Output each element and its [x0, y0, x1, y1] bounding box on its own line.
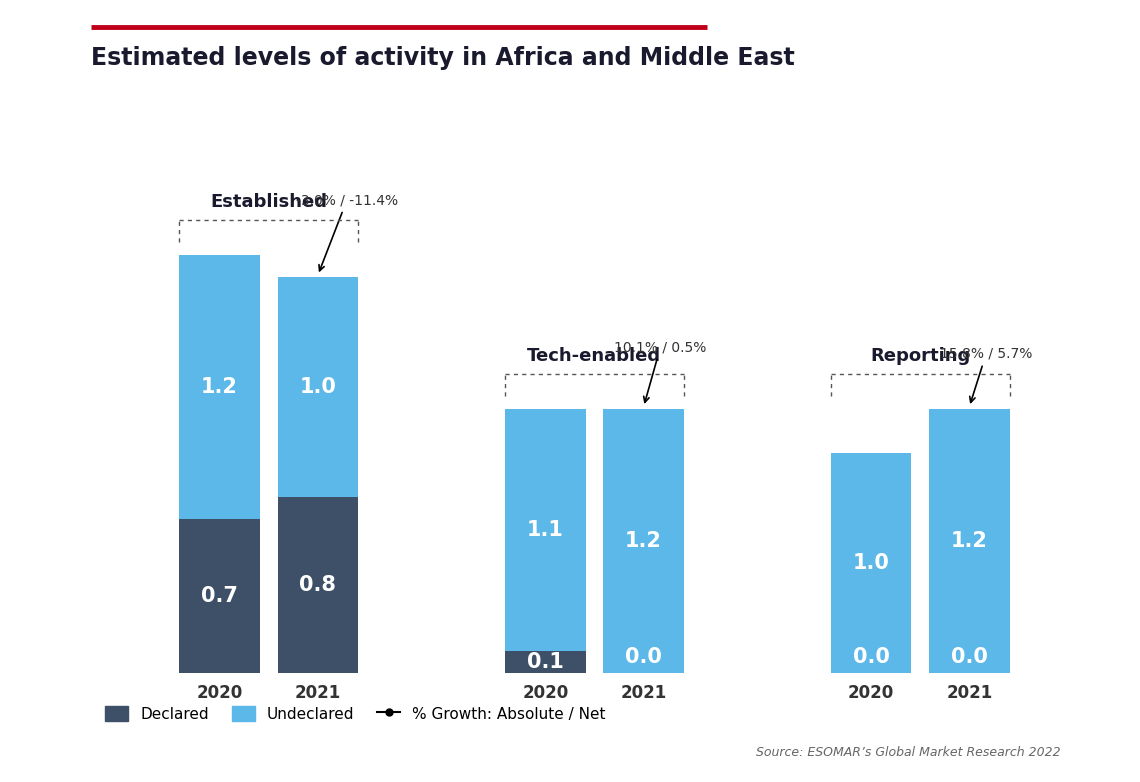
Text: Source: ESOMAR’s Global Market Research 2022: Source: ESOMAR’s Global Market Research … [756, 745, 1060, 759]
Text: 0.0: 0.0 [951, 647, 987, 667]
Text: 1.0: 1.0 [300, 377, 336, 397]
Bar [929, 409, 1010, 673]
Text: Tech-enabled: Tech-enabled [528, 347, 661, 365]
Text: 10.1% / 0.5%: 10.1% / 0.5% [614, 340, 707, 403]
Bar [505, 409, 586, 651]
Text: 0.0: 0.0 [625, 647, 662, 667]
Bar [831, 453, 911, 673]
Bar [603, 409, 684, 673]
Text: 1.2: 1.2 [951, 531, 987, 551]
Bar [277, 278, 358, 497]
Text: Estimated levels of activity in Africa and Middle East: Estimated levels of activity in Africa a… [91, 46, 795, 70]
Text: 0.7: 0.7 [201, 586, 238, 606]
Text: 1.1: 1.1 [527, 520, 563, 540]
Text: 0.1: 0.1 [527, 651, 563, 672]
Legend: Declared, Undeclared, % Growth: Absolute / Net: Declared, Undeclared, % Growth: Absolute… [99, 699, 612, 728]
Text: 0.8: 0.8 [300, 575, 336, 594]
Text: 1.0: 1.0 [853, 553, 889, 572]
Text: 0.0: 0.0 [853, 647, 889, 667]
Bar [179, 256, 260, 518]
Text: 15.8% / 5.7%: 15.8% / 5.7% [940, 346, 1033, 403]
Bar [505, 651, 586, 673]
Text: 1.2: 1.2 [201, 377, 238, 397]
Text: Established: Established [210, 193, 327, 211]
Bar [179, 518, 260, 673]
Text: Reporting: Reporting [870, 347, 970, 365]
Bar [277, 497, 358, 673]
Text: -3.0% / -11.4%: -3.0% / -11.4% [296, 193, 398, 271]
Text: 1.2: 1.2 [625, 531, 662, 551]
